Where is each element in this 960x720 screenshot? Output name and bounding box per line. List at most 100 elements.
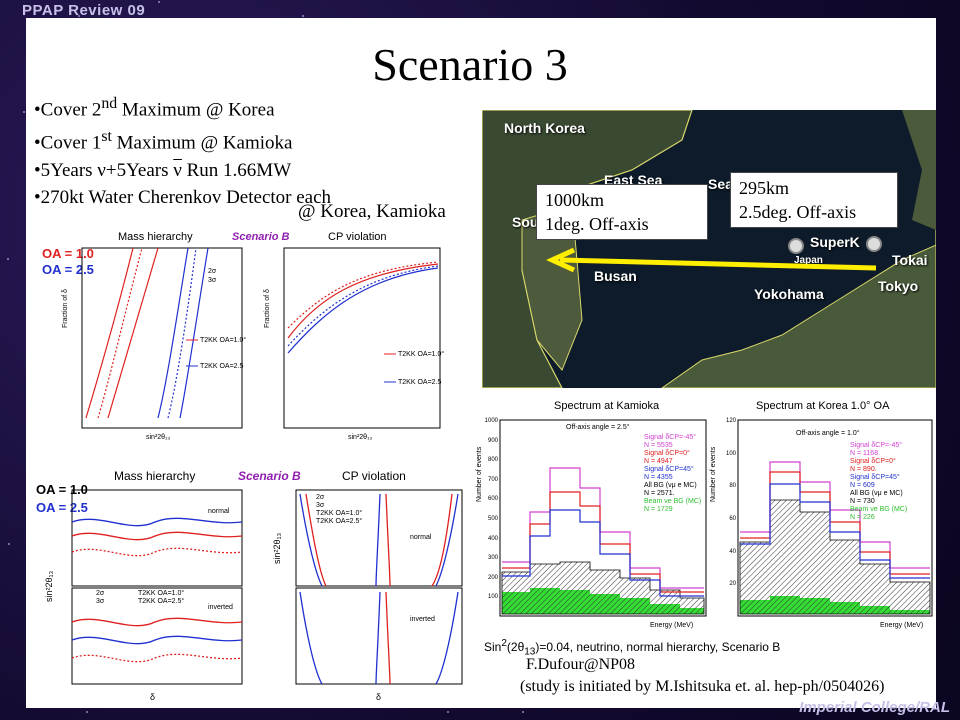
bullet-list: •Cover 2nd Maximum @ Korea •Cover 1st Max… xyxy=(34,90,446,222)
legend-entry: Signal δCP=-45° xyxy=(850,442,903,449)
kamioka-offaxis-angle: Off-axis angle = 2.5° xyxy=(566,424,630,431)
tokai-pin-icon xyxy=(866,236,882,252)
oa-2-label: OA = 2.5 xyxy=(42,262,94,277)
legend-entry: N = 890. xyxy=(850,466,877,473)
spectra-panel: Spectrum at Kamioka Spectrum at Korea 1.… xyxy=(470,392,936,638)
footer-label: Imperial College/RAL xyxy=(799,699,950,716)
star-dot xyxy=(8,543,11,545)
legend-bottom-8: T2KK OA=2.5° xyxy=(316,518,363,525)
scenario-label: Scenario B xyxy=(232,231,290,243)
legend-entry: Signal δCP=45° xyxy=(644,466,694,473)
x-axis-label-1: sin²2θ₁₃ xyxy=(146,434,171,441)
korea-distance-box: 1000km 1deg. Off-axis xyxy=(536,184,708,240)
legend-entry: All BG (νμ e MC) xyxy=(850,490,903,497)
legend-top-3: T2KK OA=1.0° xyxy=(398,351,445,358)
inverted-label-2: inverted xyxy=(410,616,435,623)
map-label-japan: Japan xyxy=(794,255,823,266)
y-tick-label: 800 xyxy=(487,457,498,464)
x-axis-label-b1: δ xyxy=(150,692,156,702)
y-tick-label: 500 xyxy=(487,516,498,522)
y-tick-label: 700 xyxy=(487,476,498,483)
star-dot xyxy=(157,0,160,3)
y-tick-label: 600 xyxy=(487,496,498,503)
legend-entry: Signal δCP=0° xyxy=(850,458,896,465)
cp-violation-title: CP violation xyxy=(328,231,387,243)
spectra-histograms xyxy=(499,419,933,617)
legend-entry: N = 226 xyxy=(850,514,875,521)
star-dot xyxy=(78,15,81,18)
korea-spectrum-title: Spectrum at Korea 1.0° OA xyxy=(756,400,890,412)
map-label-sea: Sea xyxy=(708,176,733,192)
y-tick-label: 100 xyxy=(725,450,736,457)
map-label-yokohama: Yokohama xyxy=(754,286,824,302)
y-axis-label-b2: sin²2θ₁₃ xyxy=(272,532,282,564)
x-axis-label-2: sin²2θ₁₃ xyxy=(348,434,373,441)
map-label-north-korea: North Korea xyxy=(504,120,585,136)
legend-entry: Signal δCP=45° xyxy=(850,474,900,481)
korea-legend: Signal δCP=-45° N = 1168. Signal δCP=0° N =… xyxy=(850,442,907,522)
legend-entry: N = 1168. xyxy=(850,450,881,457)
star-dot xyxy=(447,711,450,714)
satellite-map: North Korea East Sea Sea South Busan Sup… xyxy=(482,110,936,388)
legend-entry: Beam νe BG (MC) xyxy=(850,506,908,513)
bullet-item: •5Years ν+5Years ν Run 1.66MW xyxy=(34,159,292,181)
y-tick-label: 200 xyxy=(487,574,498,581)
sensitivity-plots-top xyxy=(81,247,441,429)
sigma-3-label: 3σ xyxy=(208,277,217,284)
kamioka-distance-box: 295km 2.5deg. Off-axis xyxy=(730,172,898,228)
legend-bottom-4: T2KK OA=2.5° xyxy=(138,598,185,605)
normal-label-2: normal xyxy=(410,534,432,541)
legend-bottom-5: 2σ xyxy=(316,494,325,501)
legend-entry: N = 730 xyxy=(850,498,875,505)
legend-bottom-2: 3σ xyxy=(96,598,105,605)
y-tick-label: 120 xyxy=(725,418,736,424)
map-label-tokai: Tokai xyxy=(892,252,928,268)
korea-offaxis: 1deg. Off-axis xyxy=(545,214,649,234)
oa-1-label-bottom: OA = 1.0 xyxy=(36,482,88,497)
legend-entry: Signal δCP=0° xyxy=(644,450,690,457)
bullet-continuation: @ Korea, Kamioka xyxy=(298,201,446,222)
map-geography xyxy=(482,110,936,388)
y-tick-label: 100 xyxy=(487,594,498,601)
bullet-item: •270kt Water Cherenkov Detector each xyxy=(34,186,332,208)
legend-entry: Beam νe BG (MC) xyxy=(644,498,702,505)
y-tick-label: 1000 xyxy=(484,418,498,424)
baseline-arrow-icon xyxy=(545,247,877,273)
y-axis-label-2: Fraction of δ xyxy=(264,289,271,328)
y-tick-label: 300 xyxy=(487,555,498,562)
cp-violation-title-bottom: CP violation xyxy=(342,469,406,483)
kamioka-distance: 295km xyxy=(739,178,790,198)
kamioka-spectrum-title: Spectrum at Kamioka xyxy=(554,400,660,412)
bullet-item: •Cover 2nd Maximum @ Korea xyxy=(34,95,275,121)
oa-1-label: OA = 1.0 xyxy=(42,246,94,261)
y-tick-label: 60 xyxy=(729,516,736,522)
y-axis-label-1: Fraction of δ xyxy=(62,289,69,328)
legend-bottom-3: T2KK OA=1.0° xyxy=(138,590,185,597)
sensitivity-panel-top: OA = 1.0 OA = 2.5 Mass hierarchy Scenari… xyxy=(38,228,462,448)
legend-top-4: T2KK OA=2.5 xyxy=(398,379,442,386)
kamioka-xlabel: Energy (MeV) xyxy=(650,622,694,629)
map-label-tokyo: Tokyo xyxy=(878,278,919,294)
legend-entry: N = 2571. xyxy=(644,490,675,497)
kamioka-ylabel: Number of events xyxy=(476,446,483,502)
legend-entry: N = 4355 xyxy=(644,474,673,481)
credit-label: F.Dufour@NP08 xyxy=(526,656,636,673)
legend-entry: All BG (νμ e MC) xyxy=(644,482,697,489)
y-tick-label: 40 xyxy=(729,548,736,555)
sensitivity-plots-bottom xyxy=(71,489,463,685)
legend-top-2: T2KK OA=2.5 xyxy=(200,363,244,370)
slide-title: Scenario 3 xyxy=(372,39,568,90)
study-reference: (study is initiated by M.Ishitsuka et. a… xyxy=(520,678,885,695)
legend-entry: N = 5535 xyxy=(644,442,673,449)
map-label-busan: Busan xyxy=(594,268,637,284)
superk-pin-icon xyxy=(788,238,804,254)
legend-entry: N = 1729 xyxy=(644,506,673,513)
star-dot xyxy=(6,258,9,261)
sigma-2-label: 2σ xyxy=(208,268,217,275)
legend-top-1: T2KK OA=1.0° xyxy=(200,337,247,344)
oa-2-label-bottom: OA = 2.5 xyxy=(36,500,88,515)
star-dot xyxy=(301,15,304,18)
kamioka-legend: Signal δCP=-45° N = 5535 Signal δCP=0° N = … xyxy=(644,434,701,514)
star-dot xyxy=(522,710,525,713)
sensitivity-panel-bottom: OA = 1.0 OA = 2.5 Mass hierarchy Scenari… xyxy=(30,464,466,704)
